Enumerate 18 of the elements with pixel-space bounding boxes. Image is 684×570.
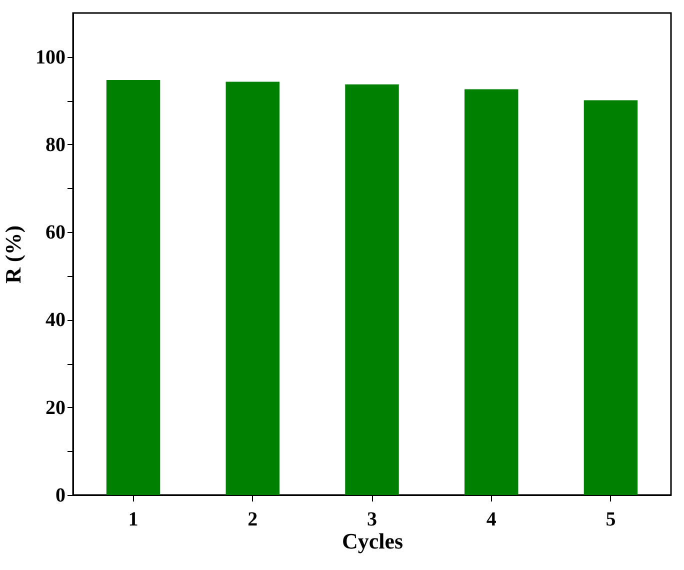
y-tick-label: 60 [46,222,66,244]
y-tick-label: 40 [46,309,66,332]
bar [584,100,638,495]
x-tick-label: 1 [128,508,138,530]
x-tick-label: 5 [606,508,616,530]
y-axis-title: R (%) [0,225,26,284]
bar [226,82,280,495]
bar [464,89,518,495]
bar [106,80,160,495]
x-tick-label: 2 [248,508,258,530]
y-tick-label: 80 [46,134,66,156]
x-tick-label: 4 [486,508,496,530]
y-tick-label: 0 [56,484,66,506]
bar [345,84,399,495]
x-axis-title: Cycles [342,528,404,554]
y-tick-label: 100 [36,46,66,68]
y-tick-label: 20 [46,396,66,419]
x-tick-label: 3 [367,508,377,530]
